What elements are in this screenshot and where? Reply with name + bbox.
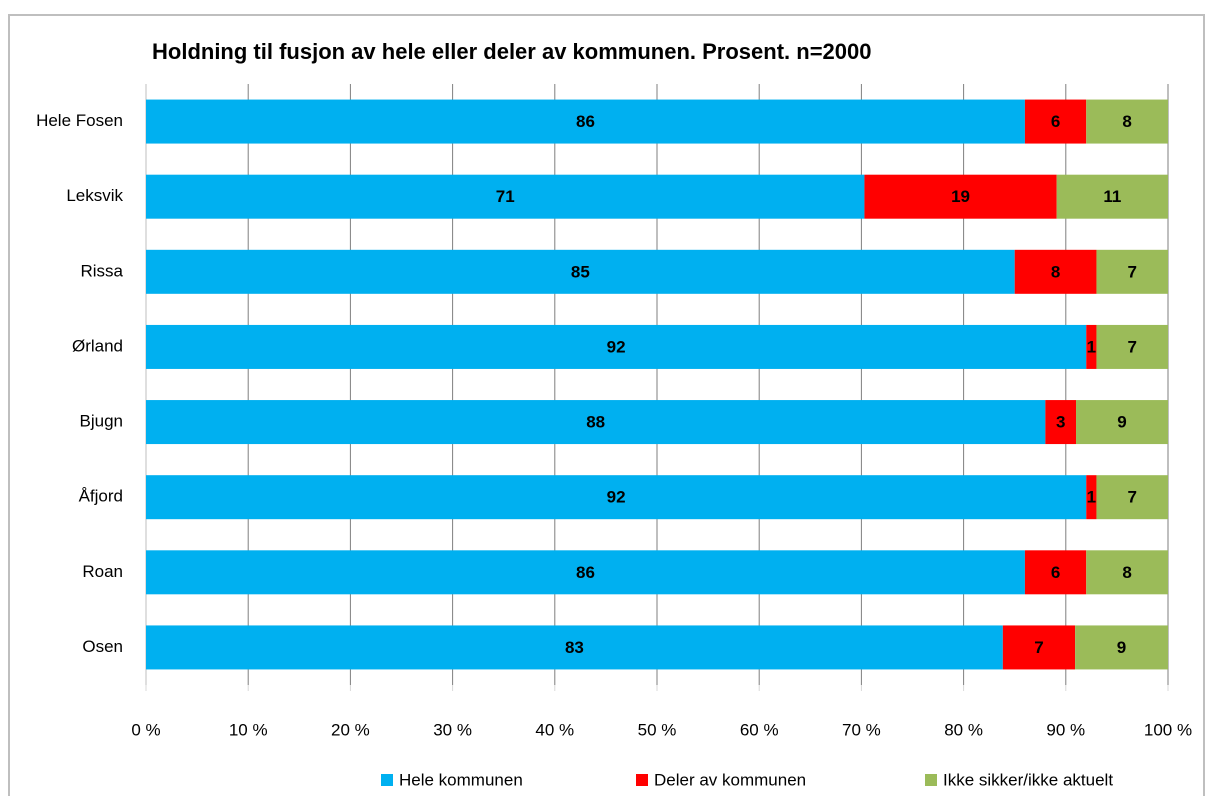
value-label: 1 [1087, 488, 1096, 507]
legend-swatch [636, 774, 648, 786]
bar-segment [1086, 550, 1168, 595]
y-tick-label: Hele Fosen [36, 111, 123, 130]
bar-segment [1096, 249, 1168, 294]
value-label: 3 [1056, 413, 1065, 432]
value-label: 8 [1051, 262, 1060, 281]
bar-segment [1002, 625, 1076, 670]
bar-segment [1075, 625, 1168, 670]
value-label: 9 [1117, 638, 1126, 657]
x-tick-label: 90 % [1046, 720, 1085, 739]
value-label: 92 [607, 488, 626, 507]
y-tick-label: Ørland [72, 336, 123, 355]
legend-label: Deler av kommunen [654, 770, 806, 789]
value-label: 7 [1127, 488, 1136, 507]
bar-segment [146, 324, 1087, 369]
bar-segment [146, 400, 1046, 445]
value-label: 9 [1117, 413, 1126, 432]
x-tick-label: 60 % [740, 720, 779, 739]
value-label: 7 [1127, 262, 1136, 281]
y-tick-label: Osen [82, 637, 123, 656]
value-label: 86 [576, 112, 595, 131]
value-label: 83 [565, 638, 584, 657]
x-tick-label: 70 % [842, 720, 881, 739]
bar-segment [1086, 324, 1097, 369]
bar-segment [146, 625, 1003, 670]
value-label: 8 [1122, 112, 1131, 131]
bar-segment [146, 475, 1087, 520]
legend-swatch [925, 774, 937, 786]
legend-label: Hele kommunen [399, 770, 523, 789]
value-label: 11 [1103, 187, 1121, 206]
bar-segment [864, 174, 1057, 219]
chart-title: Holdning til fusjon av hele eller deler … [152, 39, 871, 64]
value-label: 71 [496, 187, 515, 206]
x-tick-label: 30 % [433, 720, 472, 739]
bar-segment [1096, 324, 1168, 369]
x-tick-label: 20 % [331, 720, 370, 739]
bar-segment [1076, 400, 1168, 445]
bar-segment [146, 174, 865, 219]
value-label: 19 [951, 187, 970, 206]
value-label: 7 [1034, 638, 1043, 657]
x-tick-label: 100 % [1144, 720, 1192, 739]
bar-segment [1024, 99, 1087, 144]
x-tick-label: 80 % [944, 720, 983, 739]
bar-segment [1096, 475, 1168, 520]
bar-segment [146, 550, 1025, 595]
value-label: 6 [1051, 112, 1060, 131]
value-label: 86 [576, 563, 595, 582]
value-label: 8 [1122, 563, 1131, 582]
legend-swatch [381, 774, 393, 786]
bar-segment [1086, 99, 1168, 144]
bar-segment [1045, 400, 1077, 445]
bar-segment [146, 249, 1015, 294]
value-label: 85 [571, 262, 590, 281]
legend-label: Ikke sikker/ikke aktuelt [943, 770, 1113, 789]
bar-segment [1056, 174, 1168, 219]
x-tick-label: 10 % [229, 720, 268, 739]
value-label: 6 [1051, 563, 1060, 582]
bar-segment [1086, 475, 1097, 520]
bar-segment [1014, 249, 1097, 294]
y-tick-label: Åfjord [79, 487, 123, 506]
y-tick-label: Bjugn [80, 412, 123, 431]
value-label: 7 [1127, 337, 1136, 356]
value-label: 1 [1087, 337, 1096, 356]
x-tick-label: 50 % [638, 720, 677, 739]
value-label: 88 [586, 413, 605, 432]
value-label: 92 [607, 337, 626, 356]
y-tick-label: Leksvik [66, 186, 123, 205]
bar-segment [146, 99, 1025, 144]
x-tick-label: 40 % [535, 720, 574, 739]
y-tick-label: Rissa [80, 261, 123, 280]
bar-segment [1024, 550, 1087, 595]
x-tick-label: 0 % [131, 720, 160, 739]
y-tick-label: Roan [82, 562, 123, 581]
